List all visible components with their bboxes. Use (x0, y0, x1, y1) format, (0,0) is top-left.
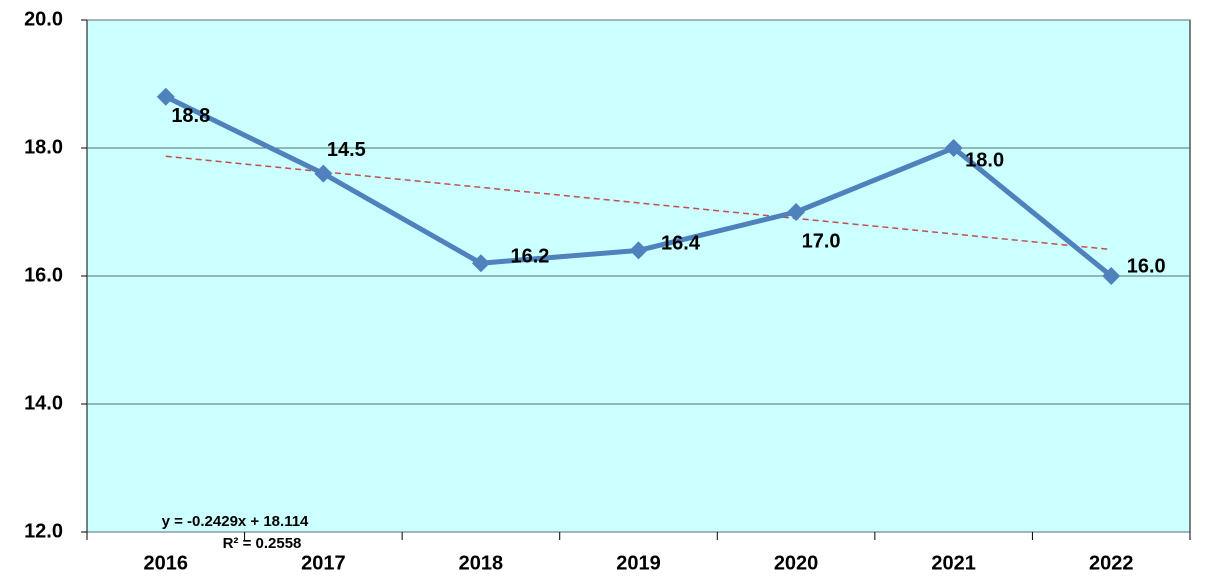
marker (314, 164, 333, 183)
x-tick-label: 2021 (931, 552, 976, 574)
data-label: 18.0 (965, 149, 1004, 171)
data-label: 14.5 (327, 139, 366, 161)
x-tick-label: 2018 (459, 552, 504, 574)
y-tick-label: 18.0 (24, 136, 63, 158)
y-tick-label: 20.0 (24, 8, 63, 30)
x-tick-label: 2016 (144, 552, 189, 574)
x-tick-label: 2017 (301, 552, 346, 574)
data-label: 16.4 (661, 233, 701, 255)
data-label: 17.0 (802, 230, 841, 252)
trendline (165, 155, 1112, 251)
x-tick-label: 2019 (616, 552, 661, 574)
data-label: 18.8 (171, 105, 210, 127)
marker (629, 241, 648, 260)
marker (156, 87, 175, 106)
marker (471, 254, 490, 273)
marker (944, 139, 963, 157)
trend-r2: R² = 0.2558 (223, 535, 302, 552)
y-tick-label: 14.0 (24, 392, 63, 414)
data-label: 16.0 (1127, 255, 1166, 277)
x-tick-label: 2020 (774, 552, 819, 574)
data-label: 16.2 (510, 245, 549, 267)
trend-equation: y = -0.2429x + 18.114 (162, 513, 309, 530)
y-tick-label: 16.0 (24, 264, 63, 286)
x-tick-label: 2022 (1089, 552, 1134, 574)
marker (787, 203, 806, 221)
y-tick-label: 12.0 (24, 520, 63, 542)
marker (1102, 267, 1121, 285)
